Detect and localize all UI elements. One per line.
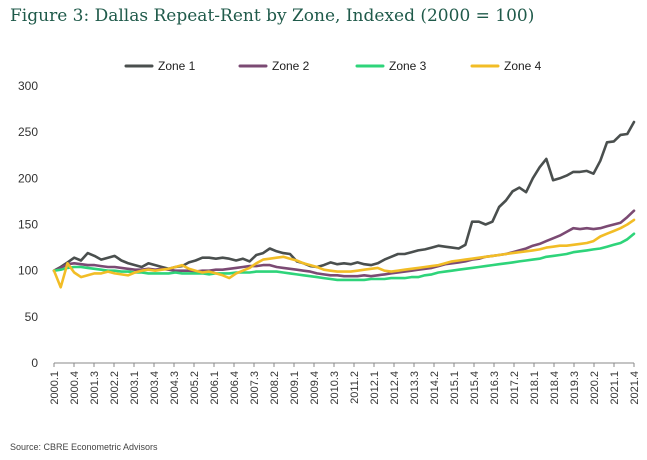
- y-tick-label: 250: [18, 125, 38, 139]
- x-tick-label: 2003.1: [129, 371, 141, 405]
- x-tick-label: 2003.4: [149, 371, 161, 405]
- x-tick-label: 2021.4: [629, 371, 641, 405]
- x-tick-label: 2008.2: [269, 371, 281, 405]
- x-tick-label: 2005.2: [189, 371, 201, 405]
- y-tick-label: 50: [25, 310, 39, 324]
- x-tick-label: 2002.2: [109, 371, 121, 405]
- y-tick-label: 100: [18, 264, 38, 278]
- x-tick-label: 2016.3: [489, 371, 501, 405]
- x-tick-label: 2001.3: [89, 371, 101, 405]
- y-tick-label: 300: [18, 79, 38, 93]
- x-tick-label: 2018.1: [529, 371, 541, 405]
- x-tick-label: 2007.3: [249, 371, 261, 405]
- x-tick-label: 2000.4: [69, 371, 81, 405]
- x-tick-label: 2021.1: [609, 371, 621, 405]
- x-tick-label: 2018.4: [549, 371, 561, 405]
- series-line-zone-3: [52, 232, 636, 282]
- x-tick-label: 2020.2: [589, 371, 601, 405]
- chart-title: Figure 3: Dallas Repeat-Rent by Zone, In…: [10, 6, 535, 26]
- legend-label: Zone 2: [272, 59, 310, 73]
- x-tick-label: 2012.4: [389, 371, 401, 405]
- x-tick-label: 2013.3: [409, 371, 421, 405]
- x-tick-label: 2014.2: [429, 371, 441, 405]
- x-tick-label: 2017.2: [509, 371, 521, 405]
- x-tick-label: 2009.1: [289, 371, 301, 405]
- x-tick-label: 2006.1: [209, 371, 221, 405]
- series-line-zone-1: [52, 120, 636, 273]
- x-tick-label: 2015.4: [469, 371, 481, 405]
- series-line-zone-4: [52, 218, 636, 289]
- x-tick-label: 2011.2: [349, 371, 361, 404]
- source-note: Source: CBRE Econometric Advisors: [10, 442, 158, 452]
- x-tick-label: 2000.1: [49, 371, 61, 405]
- x-tick-label: 2009.4: [309, 371, 321, 405]
- legend-label: Zone 4: [504, 59, 542, 73]
- x-tick-label: 2012.1: [369, 371, 381, 405]
- x-tick-label: 2004.3: [169, 371, 181, 405]
- legend-label: Zone 1: [158, 59, 196, 73]
- x-tick-label: 2015.1: [449, 371, 461, 405]
- x-tick-label: 2010.3: [329, 371, 341, 405]
- legend-label: Zone 3: [389, 59, 427, 73]
- x-tick-label: 2019.3: [569, 371, 581, 405]
- y-tick-label: 200: [18, 171, 38, 185]
- x-tick-label: 2006.4: [229, 371, 241, 405]
- y-tick-label: 0: [31, 356, 38, 370]
- y-tick-label: 150: [18, 218, 38, 232]
